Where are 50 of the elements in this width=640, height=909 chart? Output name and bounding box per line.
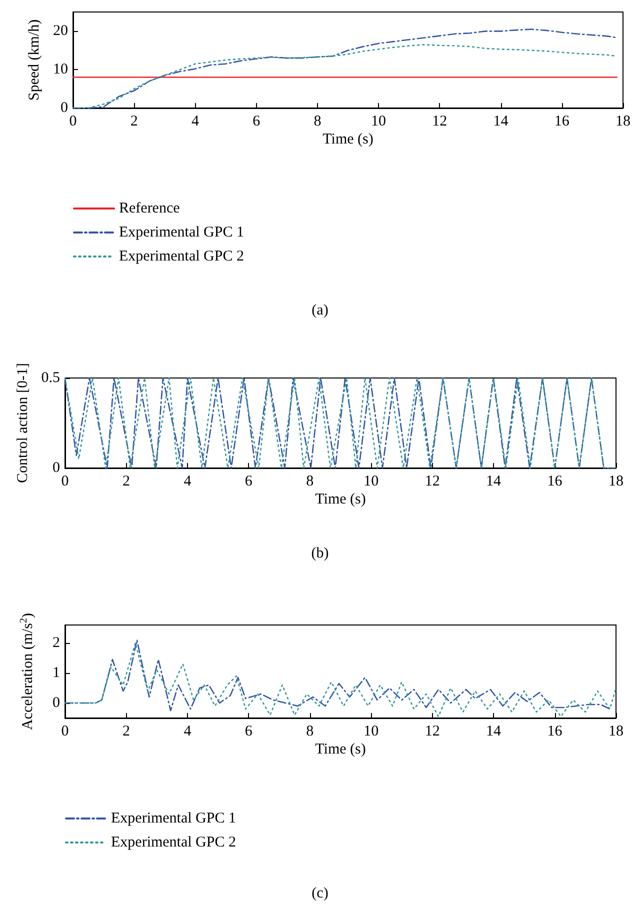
legend-label: Reference	[119, 200, 180, 216]
x-tick-label: 12	[432, 114, 448, 130]
x-tick-label: 14	[486, 724, 502, 740]
x-tick-label: 2	[122, 724, 130, 740]
x-tick-label: 10	[364, 724, 379, 740]
text: (c)	[312, 886, 328, 902]
x-tick-label: 4	[184, 474, 192, 490]
legend-label: Experimental GPC 2	[111, 834, 236, 850]
x-tick-label: 4	[184, 724, 192, 740]
x-tick-label: 12	[424, 724, 440, 740]
text: (a)	[312, 302, 328, 318]
x-tick-label: 16	[547, 724, 563, 740]
x-tick-label: 8	[306, 724, 314, 740]
x-tick-label: 18	[608, 724, 624, 740]
y-axis-title: Control action [0-1]	[14, 362, 31, 483]
legend-label: Experimental GPC 1	[119, 224, 244, 240]
y-tick-label: 0	[52, 460, 60, 476]
y-tick-label: 2	[52, 635, 60, 652]
legend-label: Experimental GPC 2	[119, 248, 244, 264]
x-tick-label: 16	[547, 474, 563, 490]
line-series	[72, 28, 618, 109]
legend-label: Experimental GPC 1	[111, 810, 236, 826]
text: (b)	[311, 546, 329, 562]
x-tick-label: 14	[493, 114, 509, 130]
x-tick-label: 16	[554, 114, 570, 130]
x-tick-label: 18	[608, 474, 624, 490]
x-tick-label: 2	[130, 114, 138, 130]
x-tick-label: 6	[244, 474, 253, 490]
x-tick-label: 2	[122, 474, 130, 490]
x-tick-label: 14	[486, 474, 502, 490]
x-tick-label: 12	[424, 474, 440, 490]
y-tick-label: 0.5	[41, 370, 60, 386]
x-axis-title: Time (s)	[322, 132, 374, 148]
y-tick-label: 10	[53, 62, 68, 78]
x-tick-label: 10	[364, 474, 379, 490]
x-tick-label: 6	[252, 114, 261, 130]
y-tick-label: 0	[52, 695, 60, 712]
y-axis-title: Speed (km/h)	[26, 19, 43, 101]
x-axis-title: Time (s)	[315, 742, 366, 758]
x-tick-label: 18	[616, 114, 630, 130]
x-tick-label: 6	[244, 724, 253, 740]
x-tick-label: 8	[314, 114, 322, 130]
x-axis-title: Time (s)	[315, 492, 366, 508]
x-tick-label: 4	[191, 114, 200, 130]
y-tick-label: 20	[53, 23, 68, 40]
y-axis-title: Acceleration (m/s2)	[18, 613, 36, 730]
y-tick-label: 1	[52, 665, 60, 682]
x-tick-label: 10	[371, 114, 386, 130]
y-tick-label: 0	[60, 100, 68, 116]
x-tick-label: 8	[306, 474, 314, 490]
